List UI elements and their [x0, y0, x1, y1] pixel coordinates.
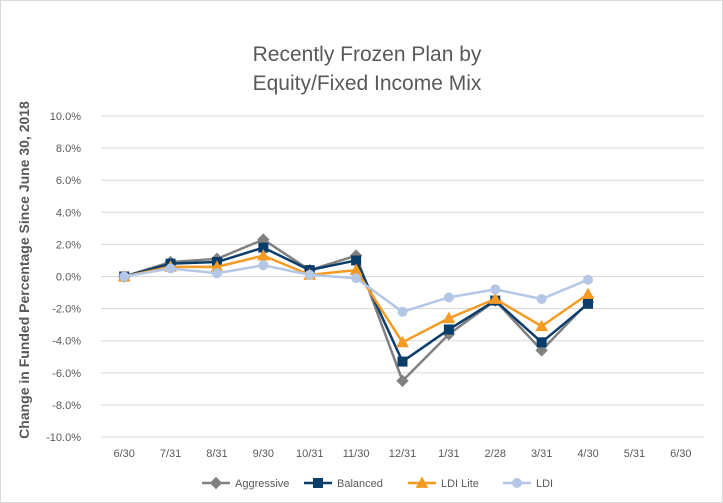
x-tick-label: 8/31 [206, 448, 227, 460]
y-tick-label: -2.0% [52, 304, 81, 316]
y-axis-ticks: 10.0% 8.0% 6.0% 4.0% 2.0% 0.0% -2.0% -4.0% -6.0%… [46, 111, 81, 444]
series-ldi [119, 260, 594, 317]
x-tick-label: 12/31 [389, 448, 417, 460]
data-point [536, 337, 547, 348]
legend-label: Aggressive [235, 478, 289, 490]
data-point [442, 311, 456, 324]
data-point [397, 306, 408, 317]
data-point [351, 273, 362, 284]
chart-title: Recently Frozen Plan by Equity/Fixed Inc… [253, 43, 482, 95]
x-axis-ticks: 6/30 7/31 8/31 9/30 10/31 11/30 12/31 1/31 2/28 3… [113, 448, 691, 460]
chart-title-line-2: Equity/Fixed Income Mix [253, 72, 482, 95]
data-point [536, 293, 547, 304]
gridlines [101, 115, 704, 438]
data-point [488, 292, 502, 304]
y-tick-label: 8.0% [56, 143, 81, 155]
legend-label: LDI [536, 478, 553, 490]
x-tick-label: 3/31 [531, 448, 552, 460]
series-ldi-lite [117, 249, 595, 348]
y-axis-label: Change in Funded Percentage Since June 3… [16, 101, 32, 439]
data-point [258, 260, 269, 271]
y-tick-label: -8.0% [52, 400, 81, 412]
data-point [443, 292, 454, 303]
series-group [117, 233, 595, 388]
legend-marker [512, 478, 522, 488]
data-point [211, 268, 222, 279]
x-tick-label: 10/31 [296, 448, 324, 460]
x-tick-label: 7/31 [160, 448, 181, 460]
y-tick-label: 4.0% [56, 207, 81, 219]
x-tick-label: 2/28 [485, 448, 506, 460]
data-point [396, 335, 409, 348]
y-tick-label: 10.0% [50, 111, 81, 123]
data-point [581, 287, 595, 300]
legend-label: Balanced [337, 478, 383, 490]
data-point [304, 269, 315, 280]
chart-title-line-1: Recently Frozen Plan by [253, 43, 482, 66]
data-point [256, 249, 270, 261]
legend-marker [313, 478, 323, 488]
data-point [397, 356, 408, 367]
legend-marker [209, 476, 223, 490]
x-tick-label: 11/30 [343, 448, 370, 460]
x-tick-label: 5/31 [624, 448, 645, 460]
legend-label: LDI Lite [441, 478, 479, 490]
y-tick-label: 2.0% [56, 239, 81, 251]
data-point [396, 374, 409, 388]
data-point [583, 274, 594, 285]
x-tick-label: 1/31 [438, 448, 459, 460]
data-point [535, 319, 549, 332]
legend-marker [415, 476, 429, 488]
data-point [165, 263, 176, 274]
legend-item: Aggressive [202, 476, 289, 490]
legend: Aggressive Balanced LDI Lite LDI [202, 476, 553, 490]
x-tick-label: 9/30 [253, 448, 274, 460]
y-tick-label: -6.0% [52, 368, 81, 380]
data-point [119, 271, 130, 282]
y-tick-label: -4.0% [52, 336, 81, 348]
data-point [490, 284, 501, 295]
y-tick-label: -10.0% [46, 432, 81, 444]
x-tick-label: 6/30 [113, 448, 134, 460]
data-point [443, 324, 454, 335]
legend-item: LDI [503, 478, 553, 490]
data-point [583, 298, 594, 309]
legend-item: LDI Lite [408, 476, 479, 490]
x-tick-label: 4/30 [577, 448, 598, 460]
legend-item: Balanced [304, 478, 383, 490]
y-tick-label: 0.0% [56, 272, 81, 284]
y-tick-label: 6.0% [56, 175, 81, 187]
x-tick-label: 6/30 [670, 448, 691, 460]
data-point [535, 344, 548, 357]
